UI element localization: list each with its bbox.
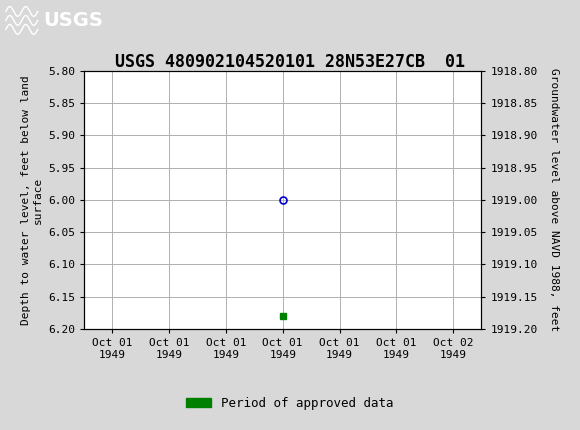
Legend: Period of approved data: Period of approved data [181,392,399,415]
Text: USGS 480902104520101 28N53E27CB  01: USGS 480902104520101 28N53E27CB 01 [115,53,465,71]
Y-axis label: Groundwater level above NAVD 1988, feet: Groundwater level above NAVD 1988, feet [549,68,559,332]
Text: USGS: USGS [44,11,103,30]
Y-axis label: Depth to water level, feet below land
surface: Depth to water level, feet below land su… [21,75,42,325]
